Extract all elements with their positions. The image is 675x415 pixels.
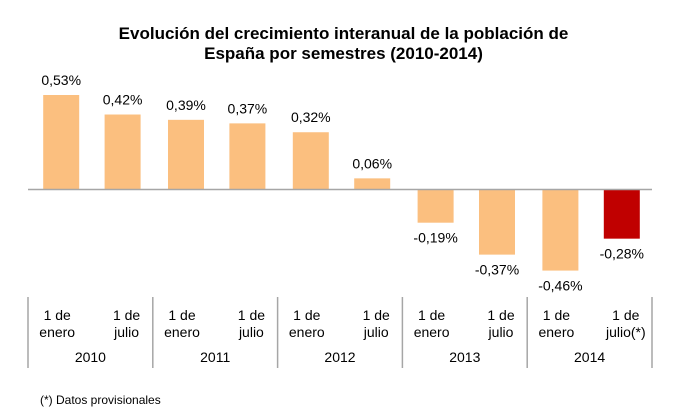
category-label-line2-8: enero: [538, 324, 574, 340]
bar-7: [479, 189, 515, 255]
category-label-line2-6: enero: [414, 324, 450, 340]
group-label-2013: 2013: [449, 349, 480, 365]
category-label-line1-0: 1 de: [44, 307, 71, 323]
chart-title-line-2: España por semestres (2010-2014): [204, 44, 483, 63]
bar-9: [603, 189, 640, 239]
chart-title-line-1: Evolución del crecimiento interanual de …: [118, 24, 569, 43]
group-label-2012: 2012: [324, 349, 355, 365]
category-label-line1-8: 1 de: [543, 307, 570, 323]
category-label-line2-7: julio: [488, 324, 514, 340]
category-label-line1-7: 1 de: [487, 307, 514, 323]
data-label-1: 0,42%: [103, 92, 143, 108]
category-label-line1-1: 1 de: [113, 307, 140, 323]
group-label-2014: 2014: [574, 349, 605, 365]
data-label-5: 0,06%: [352, 155, 392, 171]
category-label-line2-0: enero: [39, 324, 75, 340]
category-label-line2-4: enero: [289, 324, 325, 340]
category-label-line2-2: enero: [164, 324, 200, 340]
data-label-3: 0,37%: [228, 100, 268, 116]
group-label-2011: 2011: [200, 349, 230, 365]
data-label-6: -0,19%: [413, 230, 457, 246]
bar-0: [43, 95, 80, 189]
category-label-line2-3: julio: [238, 324, 264, 340]
bar-5: [354, 178, 391, 189]
category-label-line1-3: 1 de: [238, 307, 265, 323]
footnote: (*) Datos provisionales: [40, 393, 161, 407]
category-label-line2-5: julio: [363, 324, 389, 340]
category-label-line2-1: julio: [113, 324, 139, 340]
category-label-line2-9: julio(*): [605, 324, 646, 340]
data-label-4: 0,32%: [291, 109, 331, 125]
data-label-9: -0,28%: [600, 246, 644, 262]
category-label-line1-9: 1 de: [612, 307, 639, 323]
group-label-2010: 2010: [75, 349, 106, 365]
bar-8: [542, 189, 579, 271]
bar-4: [292, 132, 329, 189]
bar-1: [104, 114, 141, 189]
chart-title: Evolución del crecimiento interanual de …: [0, 24, 675, 64]
data-label-0: 0,53%: [41, 72, 81, 88]
category-label-line1-5: 1 de: [363, 307, 390, 323]
bar-6: [417, 189, 454, 223]
category-label-line1-2: 1 de: [168, 307, 195, 323]
bar-3: [229, 123, 266, 189]
data-label-8: -0,46%: [538, 278, 582, 294]
data-label-7: -0,37%: [475, 262, 519, 278]
data-label-2: 0,39%: [166, 97, 206, 113]
category-label-line1-6: 1 de: [418, 307, 445, 323]
bar-2: [168, 119, 204, 189]
category-label-line1-4: 1 de: [293, 307, 320, 323]
